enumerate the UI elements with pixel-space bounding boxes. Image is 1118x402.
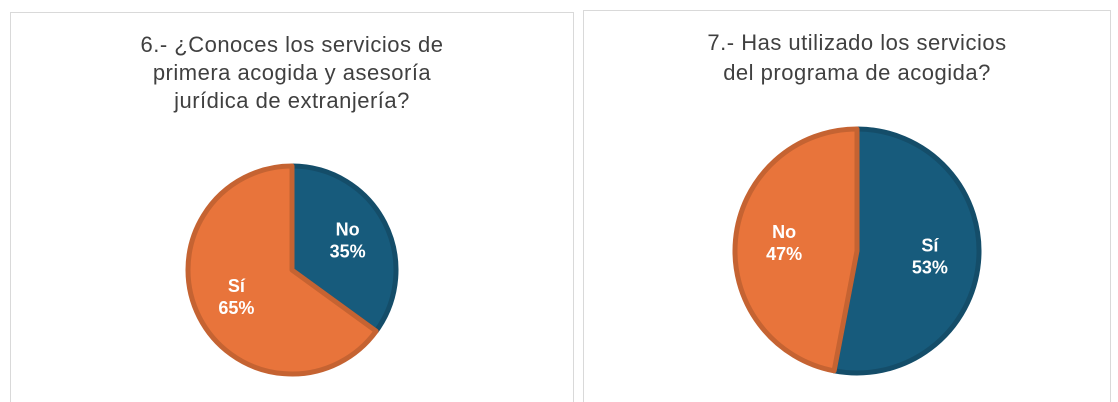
chart-title: del programa de acogida?: [723, 60, 991, 85]
chart-title: 7.- Has utilizado los servicios: [707, 30, 1006, 55]
slice-category: Sí: [921, 236, 939, 256]
slice-category: Sí: [228, 276, 246, 296]
slice-value: 53%: [912, 258, 948, 278]
slice-value: 47%: [766, 244, 802, 264]
slice-value: 65%: [218, 298, 254, 318]
pie-slice: [732, 126, 860, 374]
slice-value: 35%: [330, 241, 366, 261]
chart-title: jurídica de extranjería?: [173, 88, 410, 113]
pie-slice: [289, 163, 399, 334]
chart-title: 6.- ¿Conoces los servicios de: [140, 32, 443, 57]
pie-slice: [185, 163, 379, 377]
slice-category: No: [772, 222, 796, 242]
pie-slice: [831, 126, 982, 376]
chart-title: primera acogida y asesoría: [153, 60, 432, 85]
slice-category: No: [336, 219, 360, 239]
